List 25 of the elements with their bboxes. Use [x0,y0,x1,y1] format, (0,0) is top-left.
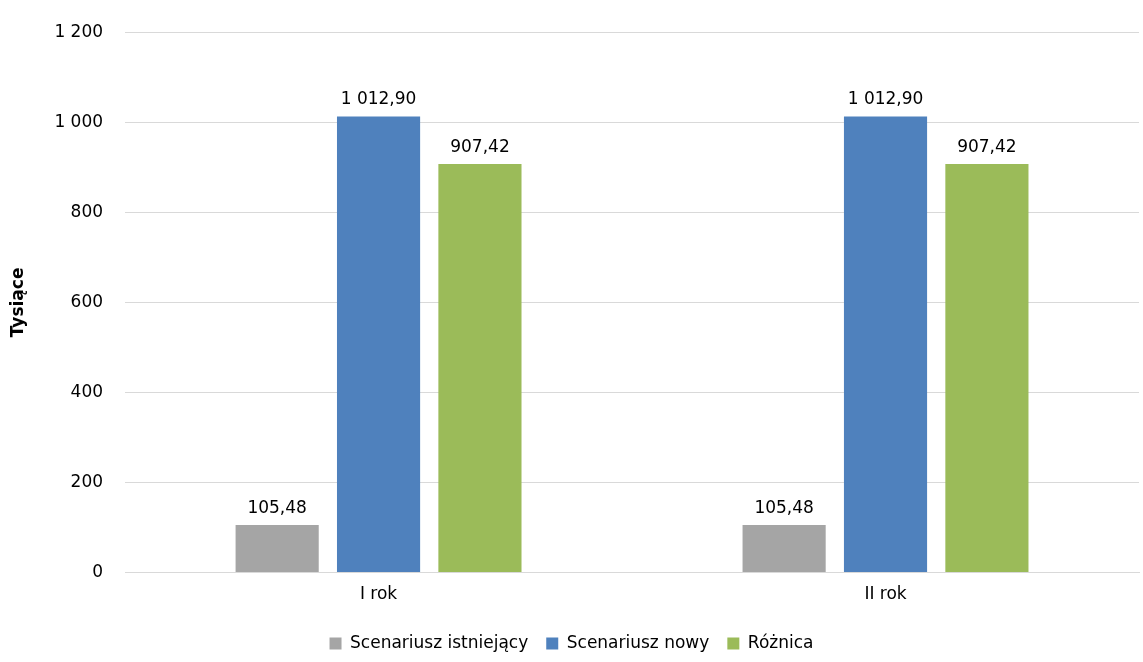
bar [945,163,1029,573]
y-tick-label: 400 [70,380,104,401]
x-tick-label: I rok [359,583,398,604]
legend-label: Scenariusz istniejący [350,631,529,652]
y-tick-label: 600 [70,290,104,311]
x-tick-label: II rok [864,583,907,604]
y-tick-label: 1 200 [54,20,104,41]
bar [742,525,826,573]
y-tick-label: 1 000 [54,110,104,131]
data-label: 1 012,90 [847,88,924,109]
data-label: 1 012,90 [340,88,417,109]
data-label: 105,48 [754,497,814,518]
bar [336,116,421,573]
bar [843,116,928,573]
y-tick-label: 800 [70,200,104,221]
data-label: 907,42 [450,135,510,156]
y-axis-title: Tysiące [6,267,27,338]
data-label: 907,42 [957,135,1017,156]
y-tick-label: 0 [92,561,104,582]
data-label: 105,48 [247,497,307,518]
bar [235,525,319,573]
legend-label: Różnica [747,631,814,652]
y-tick-label: 200 [70,470,104,491]
bar [438,163,522,573]
legend-label: Scenariusz nowy [566,631,710,652]
